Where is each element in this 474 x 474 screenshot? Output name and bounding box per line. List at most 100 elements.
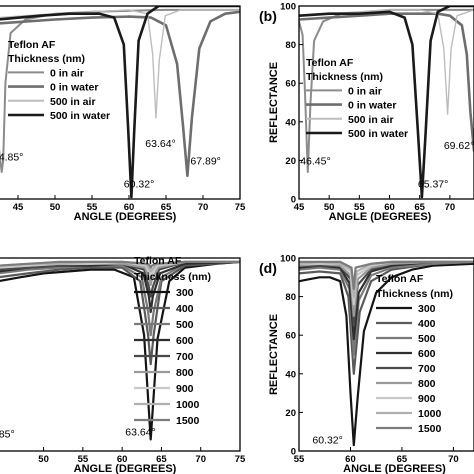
angle-annotation: 67.89°: [190, 155, 220, 167]
legend: Teflon AF Thickness (nm) 0 in air 0 in wate…: [8, 39, 110, 122]
chart-panel-a: 45 50 55 60 65 70 75 ANGLE (DEGREES) Teflon AF Th…: [0, 5, 246, 223]
x-tick-label: 60: [117, 454, 128, 465]
x-tick-label: 65: [156, 454, 167, 465]
y-tick-label: 20: [285, 156, 296, 167]
x-tick-label: 45: [13, 202, 24, 213]
x-tick-label: 55: [78, 454, 89, 465]
legend-entry: 500: [418, 333, 436, 345]
legend-entry: 1500: [176, 415, 200, 427]
x-tick-label: 70: [198, 202, 209, 213]
x-tick-label: 45: [294, 202, 305, 213]
y-tick-label: 40: [285, 117, 296, 128]
series-line-2: [299, 260, 474, 356]
legend-entry: 800: [418, 378, 436, 390]
angle-annotation: 4.85°: [0, 151, 23, 163]
legend-title: Thickness (nm): [306, 71, 383, 83]
x-tick-label: 65: [161, 202, 172, 213]
angle-annotation: 63.64°: [145, 138, 175, 150]
legend-title: Teflon AF: [306, 57, 354, 69]
legend-entry: 1500: [418, 423, 442, 435]
series-group: [299, 6, 474, 199]
y-tick-label: 0: [291, 447, 296, 458]
y-tick-label: 40: [285, 369, 296, 380]
legend-entry: 600: [176, 335, 194, 347]
x-tick-label: 70: [195, 454, 206, 465]
legend-title: Thickness (nm): [376, 288, 453, 300]
x-axis-title: ANGLE (DEGREES): [74, 211, 177, 223]
y-tick-label: 20: [285, 408, 296, 419]
series-group: [299, 260, 474, 447]
legend-entry: 0 in water: [348, 100, 396, 112]
series-line-2: [0, 260, 240, 337]
x-tick-label: 75: [235, 202, 246, 213]
legend-entry: 500 in air: [348, 114, 394, 126]
x-tick-label: 60: [124, 202, 135, 213]
angle-annotation: 63.64°: [125, 427, 155, 439]
angle-annotation: 60.32°: [124, 178, 154, 190]
x-tick-label: 50: [324, 202, 335, 213]
legend: Teflon AF Thickness (nm) 300 400 500 600 700 80…: [376, 273, 453, 435]
legend-title: Thickness (nm): [134, 271, 211, 283]
series-line-4: [0, 260, 240, 298]
angle-annotation: 65.37°: [418, 178, 448, 190]
series-group: [0, 260, 240, 441]
legend-entry: 500 in water: [50, 110, 110, 122]
series-line-8: [299, 260, 474, 290]
series-group: [0, 6, 240, 199]
legend: Teflon AF Thickness (nm) 0 in air 0 in wate…: [306, 57, 408, 140]
legend-entry: 1000: [418, 408, 442, 420]
legend-entry: 900: [176, 383, 194, 395]
series-line-8: [0, 260, 240, 269]
legend-entry: 400: [176, 303, 194, 315]
legend-entry: 400: [418, 318, 436, 330]
legend-title: Teflon AF: [8, 39, 56, 51]
plot-frame: [298, 5, 474, 200]
y-tick-label: 0: [291, 195, 296, 206]
y-axis-title: REFLECTANCE: [268, 314, 280, 395]
legend-entry: 800: [176, 367, 194, 379]
series-line-3: [299, 6, 474, 199]
plot-frame: [0, 257, 241, 452]
angle-annotation: 69.62°: [444, 140, 474, 152]
x-tick-label: 70: [448, 454, 459, 465]
legend-entry: 300: [418, 303, 436, 315]
y-tick-label: 80: [285, 40, 296, 51]
chart-panel-c: 50 55 60 65 70 75 ANGLE (DEGREES) Teflon AF Thic…: [0, 255, 246, 474]
legend-title: Teflon AF: [134, 255, 182, 267]
plot-frame: [298, 257, 474, 452]
series-line-0: [0, 260, 240, 441]
x-axis-title: ANGLE (DEGREES): [74, 463, 177, 474]
y-tick-label: 60: [285, 79, 296, 90]
x-tick-label: 60: [384, 202, 395, 213]
legend-entry: 500: [176, 319, 194, 331]
chart-panel-b: 45 50 55 60 65 70 0 20 40 60 80 100 REFLECTANCE ANGLE…: [259, 2, 474, 223]
angle-annotation: 46.45°: [300, 155, 330, 167]
legend-title: Thickness (nm): [8, 53, 85, 65]
x-tick-label: 55: [87, 202, 98, 213]
angle-annotation: 60.32°: [312, 434, 342, 446]
x-tick-label: 50: [50, 202, 61, 213]
x-tick-label: 55: [354, 202, 365, 213]
y-tick-label: 60: [285, 331, 296, 342]
panel-label: (d): [259, 260, 277, 276]
x-axis-title: ANGLE (DEGREES): [329, 211, 432, 223]
legend-entry: 500 in air: [50, 96, 96, 108]
legend-entry: 1000: [176, 399, 200, 411]
legend-entry: 700: [176, 351, 194, 363]
angle-annotation: 85°: [0, 428, 15, 440]
plot-frame: [0, 5, 241, 200]
y-tick-label: 100: [280, 2, 296, 13]
legend: Teflon AF Thickness (nm) 300 400 500 600 700 80…: [134, 255, 211, 427]
x-tick-label: 65: [397, 454, 408, 465]
legend-entry: 0 in air: [50, 67, 84, 79]
series-line-3: [0, 6, 240, 199]
legend-entry: 300: [176, 287, 194, 299]
x-tick-label: 55: [294, 454, 305, 465]
x-tick-label: 50: [38, 454, 49, 465]
x-tick-label: 60: [345, 454, 356, 465]
panel-label: (b): [259, 8, 277, 24]
legend-entry: 700: [418, 363, 436, 375]
series-line-0: [299, 262, 474, 447]
x-axis-title: ANGLE (DEGREES): [343, 463, 446, 474]
